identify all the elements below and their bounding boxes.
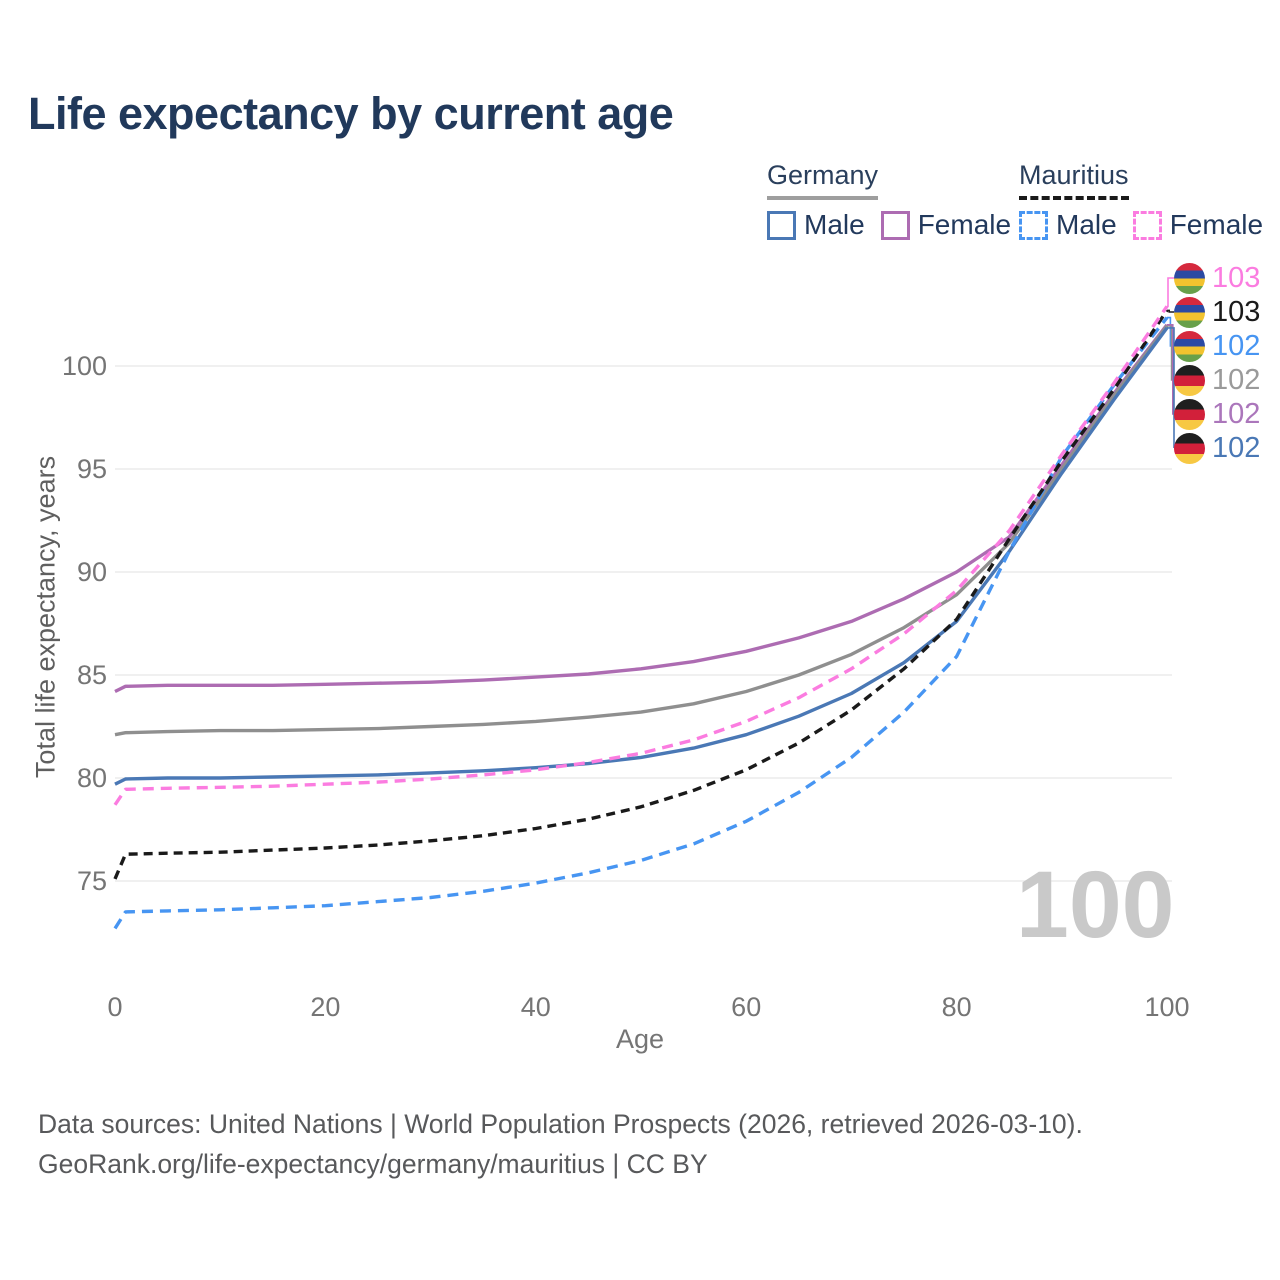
x-tick-label: 40 bbox=[521, 992, 551, 1022]
germany-male-checkbox[interactable] bbox=[767, 210, 796, 240]
mauritius-flag-icon bbox=[1174, 296, 1205, 328]
end-label-de_both: 102 bbox=[1174, 363, 1260, 397]
footer-sources: Data sources: United Nations | World Pop… bbox=[38, 1109, 1083, 1139]
footer: Data sources: United Nations | World Pop… bbox=[38, 1104, 1083, 1184]
y-tick-label: 90 bbox=[77, 557, 107, 587]
end-label-value: 102 bbox=[1212, 397, 1261, 430]
end-label-value: 102 bbox=[1212, 431, 1261, 464]
legend-group-germany: Germany Male Female bbox=[767, 160, 1011, 241]
series-line-de_female[interactable] bbox=[114, 323, 1169, 694]
legend-germany-row: Male Female bbox=[767, 209, 1011, 241]
germany-male-label: Male bbox=[804, 209, 865, 240]
footer-attribution: GeoRank.org/life-expectancy/germany/maur… bbox=[38, 1149, 708, 1179]
x-tick-label: 20 bbox=[310, 992, 340, 1022]
x-tick-label: 100 bbox=[1144, 992, 1189, 1022]
leader-line-de_male bbox=[1167, 327, 1175, 448]
end-label-value: 102 bbox=[1212, 329, 1261, 362]
series-line-mu_male[interactable] bbox=[113, 316, 1169, 930]
germany-flag-icon bbox=[1174, 398, 1205, 430]
leader-line-mu_female bbox=[1167, 277, 1174, 308]
y-tick-label: 75 bbox=[77, 866, 107, 896]
mauritius-female-label: Female bbox=[1169, 209, 1264, 240]
series-line-mu_female[interactable] bbox=[113, 305, 1169, 806]
y-tick-label: 100 bbox=[62, 351, 107, 381]
series-line-de_male[interactable] bbox=[114, 326, 1169, 786]
legend-group-mauritius: Mauritius Male Female bbox=[1019, 160, 1263, 241]
y-tick-label: 85 bbox=[77, 660, 107, 690]
y-tick-label: 95 bbox=[77, 454, 107, 484]
x-tick-label: 60 bbox=[731, 992, 761, 1022]
germany-flag-icon bbox=[1174, 432, 1205, 464]
y-tick-label: 80 bbox=[77, 763, 107, 793]
page-title: Life expectancy by current age bbox=[28, 88, 674, 139]
legend-germany-header: Germany bbox=[767, 160, 879, 200]
end-label-mu_female: 103 bbox=[1174, 261, 1260, 295]
mauritius-flag-icon bbox=[1174, 262, 1205, 294]
x-tick-label: 80 bbox=[942, 992, 972, 1022]
x-axis-title: Age bbox=[615, 1024, 665, 1054]
leader-line-mu_both bbox=[1167, 309, 1174, 313]
age-frame-watermark: 100 bbox=[1016, 852, 1175, 958]
legend-mauritius-header: Mauritius bbox=[1019, 160, 1129, 200]
end-label-value: 102 bbox=[1212, 363, 1261, 396]
x-tick-label: 0 bbox=[107, 992, 122, 1022]
mauritius-female-checkbox[interactable] bbox=[1132, 210, 1162, 240]
germany-female-checkbox[interactable] bbox=[880, 210, 910, 240]
mauritius-male-checkbox[interactable] bbox=[1019, 210, 1048, 240]
end-label-value: 103 bbox=[1212, 261, 1261, 294]
germany-flag-icon bbox=[1174, 364, 1205, 396]
mauritius-flag-icon bbox=[1174, 330, 1205, 362]
germany-female-label: Female bbox=[917, 209, 1012, 240]
legend-mauritius-row: Male Female bbox=[1019, 209, 1263, 241]
end-label-mu_male: 102 bbox=[1174, 329, 1260, 363]
end-label-de_female: 102 bbox=[1174, 397, 1260, 431]
mauritius-male-label: Male bbox=[1056, 209, 1117, 240]
end-label-de_male: 102 bbox=[1174, 431, 1260, 465]
series-line-de_both[interactable] bbox=[114, 324, 1169, 737]
end-label-mu_both: 103 bbox=[1174, 295, 1260, 329]
end-label-value: 103 bbox=[1212, 295, 1261, 328]
series-line-mu_both[interactable] bbox=[113, 309, 1169, 880]
y-axis-title: Total life expectancy, years bbox=[30, 455, 61, 779]
